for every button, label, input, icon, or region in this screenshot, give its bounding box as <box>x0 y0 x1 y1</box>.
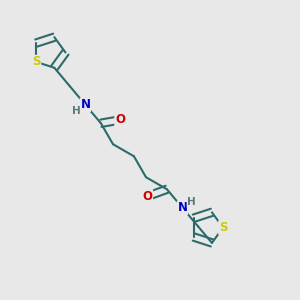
Text: N: N <box>80 98 90 111</box>
Text: S: S <box>219 221 227 234</box>
Text: H: H <box>72 106 81 116</box>
Text: N: N <box>177 201 188 214</box>
Text: H: H <box>187 197 196 207</box>
Text: O: O <box>115 113 125 126</box>
Text: O: O <box>142 190 152 202</box>
Text: S: S <box>32 56 41 68</box>
